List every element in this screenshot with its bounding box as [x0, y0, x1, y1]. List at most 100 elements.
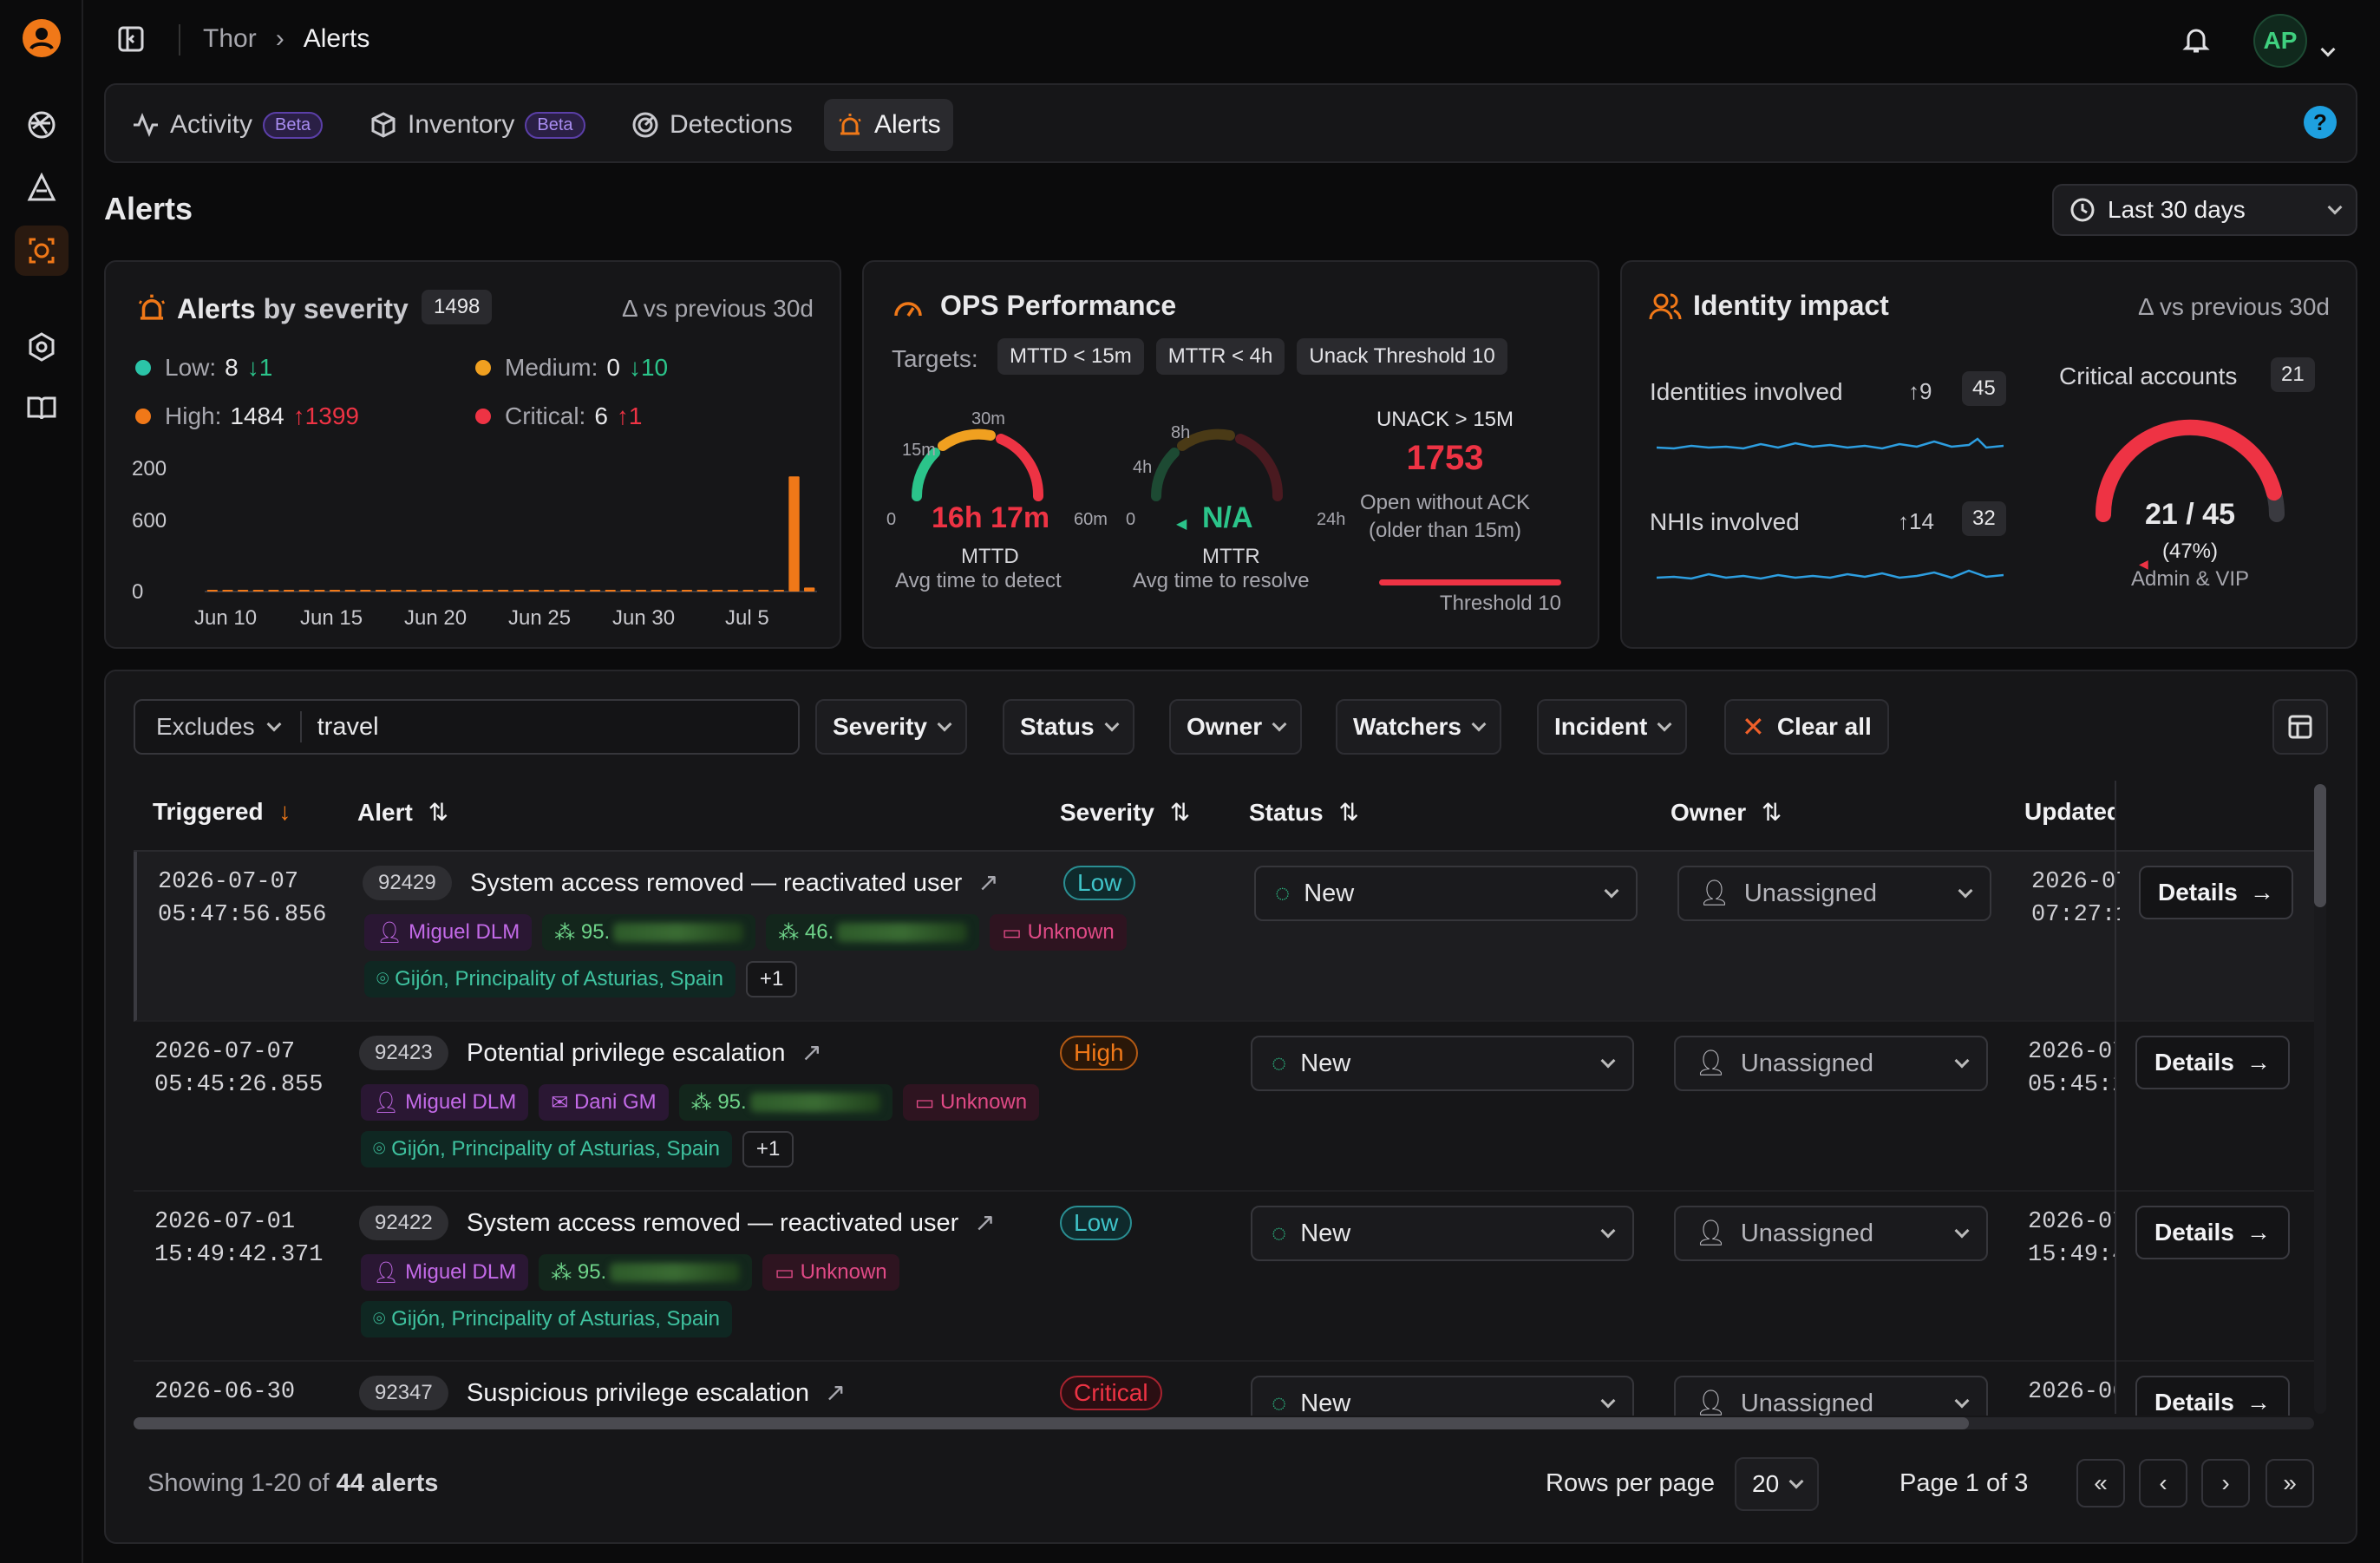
location-tag[interactable]: ⌾ Gijón, Principality of Asturias, Spain	[361, 1131, 732, 1167]
external-link-icon[interactable]: ↗	[825, 1379, 847, 1407]
columns-toggle-button[interactable]	[2272, 699, 2328, 755]
owner-select[interactable]: 👤︎ Unassigned	[1674, 1206, 1988, 1261]
filter-mode-select[interactable]: Excludes	[135, 711, 302, 742]
severity-filter[interactable]: Severity	[815, 699, 967, 755]
user-tag[interactable]: 👤︎ Miguel DLM	[361, 1084, 529, 1121]
mail-tag-text: Dani GM	[573, 1090, 657, 1114]
clear-all-button[interactable]: ✕ Clear all	[1724, 699, 1889, 755]
details-label: Details	[2154, 1389, 2234, 1416]
tab-activity[interactable]: Activity Beta	[120, 99, 335, 151]
tab-inventory[interactable]: Inventory Beta	[357, 99, 598, 151]
location-tag[interactable]: ⌾ Gijón, Principality of Asturias, Spain	[364, 961, 736, 997]
table-row[interactable]: 2026-07-01 15:49:42.371 92422 System acce…	[134, 1192, 2314, 1362]
sort-icon[interactable]: ⇅	[1338, 799, 1359, 826]
external-link-icon[interactable]: ↗	[978, 869, 999, 897]
vertical-scrollbar-thumb[interactable]	[2314, 784, 2326, 907]
sort-icon[interactable]: ⇅	[1169, 799, 1191, 826]
mail-tag[interactable]: ✉ Dani GM	[539, 1084, 669, 1121]
triangle-nav-icon[interactable]	[21, 167, 62, 208]
table-row[interactable]: 2026-07-07 05:47:56.856 92429 System acce…	[134, 852, 2314, 1022]
external-link-icon[interactable]: ↗	[974, 1209, 996, 1237]
table-columns-icon	[2288, 715, 2312, 739]
alert-id: 92429	[363, 866, 452, 900]
bar	[635, 590, 647, 592]
next-page-icon[interactable]: ›	[2201, 1459, 2250, 1507]
date-range-select[interactable]: Last 30 days	[2052, 184, 2357, 236]
details-button[interactable]: Details →	[2139, 866, 2293, 919]
owner-filter[interactable]: Owner	[1169, 699, 1303, 755]
table-row[interactable]: 2026-06-30 92347 Suspicious privilege es…	[134, 1362, 2314, 1416]
book-icon[interactable]	[21, 387, 62, 428]
user-tag[interactable]: 👤︎ Miguel DLM	[361, 1254, 529, 1291]
status-select[interactable]: ◌ New	[1254, 866, 1638, 921]
alert-title[interactable]: Suspicious privilege escalation ↗	[467, 1377, 846, 1408]
col-updated[interactable]: Updated	[2024, 798, 2116, 825]
prev-page-icon[interactable]: ‹	[2139, 1459, 2187, 1507]
tab-alerts-label: Alerts	[874, 110, 941, 139]
col-status[interactable]: Status ⇅	[1249, 798, 1359, 827]
network-tag[interactable]: ⁂ 46.	[766, 914, 980, 951]
device-tag[interactable]: ▭ Unknown	[990, 914, 1127, 951]
col-owner[interactable]: Owner ⇅	[1671, 798, 1782, 827]
location-tag[interactable]: ⌾ Gijón, Principality of Asturias, Spain	[361, 1301, 732, 1337]
gauge-icon	[892, 291, 925, 330]
rows-per-page-select[interactable]: 20	[1735, 1457, 1820, 1511]
owner-select[interactable]: 👤︎ Unassigned	[1677, 866, 1991, 921]
sort-icon[interactable]: ⇅	[428, 799, 449, 826]
sort-icon[interactable]: ⇅	[1761, 799, 1782, 826]
owner-label: Unassigned	[1740, 1049, 1873, 1077]
status-select[interactable]: ◌ New	[1251, 1206, 1634, 1261]
col-triggered[interactable]: Triggered ↓	[153, 798, 291, 826]
aperture-icon[interactable]	[21, 104, 62, 146]
details-button[interactable]: Details →	[2135, 1206, 2290, 1259]
bell-icon[interactable]	[2181, 24, 2212, 62]
watchers-filter[interactable]: Watchers	[1336, 699, 1502, 755]
first-page-icon[interactable]: «	[2076, 1459, 2125, 1507]
tab-alerts[interactable]: Alerts	[824, 99, 953, 151]
search-filter[interactable]: Excludes travel	[134, 699, 800, 755]
tab-detections[interactable]: Detections	[619, 99, 805, 151]
avatar[interactable]: AP	[2253, 14, 2307, 68]
sidebar-toggle-icon[interactable]	[116, 24, 146, 60]
device-tag[interactable]: ▭ Unknown	[762, 1254, 899, 1291]
status-filter[interactable]: Status	[1003, 699, 1134, 755]
status-select[interactable]: ◌ New	[1251, 1036, 1634, 1091]
arrow-up-icon: ↑1399	[292, 402, 359, 429]
col-alert[interactable]: Alert ⇅	[357, 798, 448, 827]
user-tag[interactable]: 👤︎ Miguel DLM	[364, 914, 533, 951]
col-severity[interactable]: Severity ⇅	[1060, 798, 1190, 827]
external-link-icon[interactable]: ↗	[801, 1039, 822, 1067]
app-logo[interactable]	[21, 17, 62, 59]
owner-select[interactable]: 👤︎ Unassigned	[1674, 1036, 1988, 1091]
target-pill: MTTD < 15m	[997, 338, 1144, 375]
more-tags[interactable]: +1	[742, 1131, 794, 1167]
identities-count: 45	[1962, 371, 2006, 406]
alert-title[interactable]: Potential privilege escalation ↗	[467, 1037, 822, 1068]
chevron-down-icon[interactable]	[2320, 33, 2336, 61]
network-tag[interactable]: ⁂ 95.	[542, 914, 756, 951]
bar	[589, 590, 601, 592]
alert-title[interactable]: System access removed — reactivated user…	[467, 1207, 996, 1238]
more-tags[interactable]: +1	[745, 961, 798, 997]
bar	[574, 590, 585, 592]
horizontal-scrollbar-thumb[interactable]	[134, 1417, 1969, 1429]
owner-select[interactable]: 👤︎ Unassigned	[1674, 1376, 1988, 1416]
details-button[interactable]: Details →	[2135, 1376, 2290, 1416]
table-row[interactable]: 2026-07-07 05:45:26.855 92423 Potential p…	[134, 1022, 2314, 1192]
alert-title[interactable]: System access removed — reactivated user…	[470, 867, 999, 898]
device-tag[interactable]: ▭ Unknown	[902, 1084, 1040, 1121]
settings-icon[interactable]	[21, 326, 62, 368]
details-button[interactable]: Details →	[2135, 1036, 2290, 1089]
search-input[interactable]: travel	[317, 712, 379, 741]
date-range-label: Last 30 days	[2108, 196, 2246, 223]
alerts-nav-icon[interactable]	[15, 226, 69, 276]
status-select[interactable]: ◌ New	[1251, 1376, 1634, 1416]
breadcrumb-parent[interactable]: Thor	[203, 24, 257, 53]
incident-filter[interactable]: Incident	[1537, 699, 1688, 755]
sort-desc-icon[interactable]: ↓	[278, 798, 291, 825]
network-tag[interactable]: ⁂ 95.	[678, 1084, 892, 1121]
network-tag[interactable]: ⁂ 95.	[539, 1254, 753, 1291]
last-page-icon[interactable]: »	[2266, 1459, 2314, 1507]
vertical-scrollbar-track[interactable]	[2314, 784, 2326, 1414]
help-icon[interactable]: ?	[2304, 106, 2337, 139]
